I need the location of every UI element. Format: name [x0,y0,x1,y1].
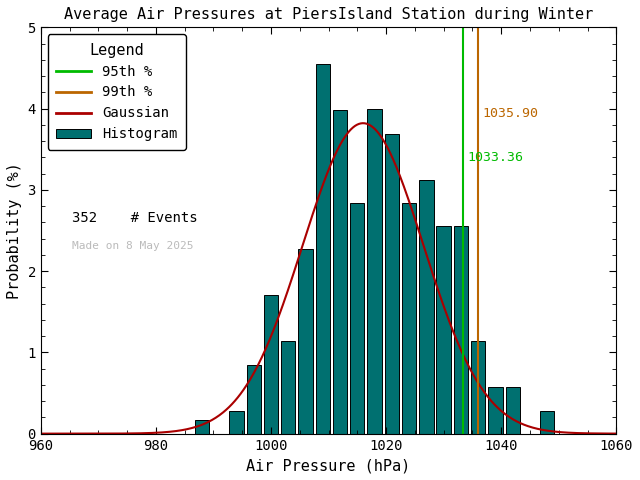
Bar [471,341,485,433]
Legend: 95th %, 99th %, Gaussian, Histogram: 95th %, 99th %, Gaussian, Histogram [48,34,186,150]
Bar [385,134,399,433]
Text: 1035.90: 1035.90 [482,107,538,120]
Bar [246,364,261,433]
Bar [298,249,313,433]
Bar [436,226,451,433]
Bar [264,296,278,433]
Y-axis label: Probability (%): Probability (%) [7,162,22,299]
Text: 352    # Events: 352 # Events [72,211,198,225]
Bar [195,420,209,433]
Bar [350,203,365,433]
Bar [488,387,502,433]
Bar [281,341,296,433]
Bar [454,226,468,433]
Text: Made on 8 May 2025: Made on 8 May 2025 [72,241,194,251]
Bar [333,110,348,433]
Bar [402,203,416,433]
Title: Average Air Pressures at PiersIsland Station during Winter: Average Air Pressures at PiersIsland Sta… [64,7,593,22]
Bar [229,411,244,433]
Bar [316,64,330,433]
Text: 1033.36: 1033.36 [468,151,524,164]
Bar [419,180,433,433]
Bar [367,108,382,433]
X-axis label: Air Pressure (hPa): Air Pressure (hPa) [246,458,411,473]
Bar [506,387,520,433]
Bar [540,411,554,433]
